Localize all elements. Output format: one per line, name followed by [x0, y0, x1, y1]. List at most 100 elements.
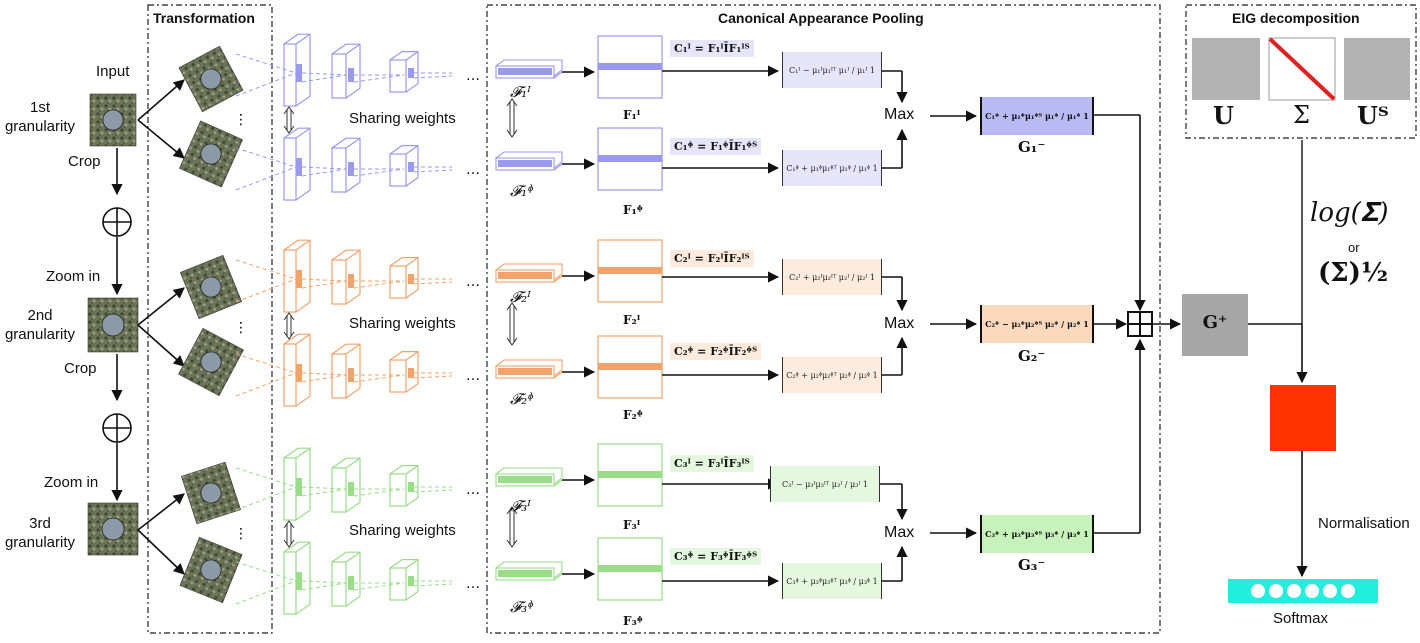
zoom-2-label: Zoom in [44, 474, 99, 491]
cnn-stream-2-bottom-block-1-edge [295, 333, 311, 345]
double-arrow-icon-feat-1-down [506, 129, 518, 138]
double-arrow-icon-cnn-1-up [283, 106, 295, 115]
cnn-stream-2-bottom-kernel-3 [408, 368, 414, 378]
matrix-box-1-top-band [598, 63, 662, 70]
max-label-2: Max [884, 315, 915, 332]
feature-block-3-top-edge [553, 479, 563, 487]
cnn-stream-2-top-proj-0 [235, 259, 297, 280]
feature-map-2-top-label: 𝓕₂ᴵ [510, 288, 531, 306]
gplus-label: G⁺ [1202, 312, 1228, 333]
vertical-ellipsis-3: ⋮ [234, 526, 248, 542]
cnn-stream-1-bottom-block-3-edge [405, 145, 419, 155]
cnn-stream-1-top-proj-7 [413, 75, 453, 79]
cnn-stream-3-bottom-proj-2 [301, 580, 347, 584]
feature-map-3-bottom-label: 𝓕₃ᶲ [510, 598, 535, 616]
cnn-stream-3-top-proj-1 [235, 486, 297, 511]
cnn-stream-2-top-kernel-1 [296, 270, 302, 288]
double-arrow-icon-feat-3-down [506, 539, 518, 548]
cnn-stream-1-bottom-proj-5 [353, 168, 405, 177]
cnn-stream-2-bottom-block-2 [331, 343, 361, 399]
cnn-stream-3-bottom-kernel-1 [296, 572, 302, 590]
transformation-title: Transformation [153, 10, 255, 26]
matrix-box-2-top-band [598, 267, 662, 274]
sharing-weights-label-1: Sharing weights [349, 110, 456, 127]
feature-map-1-top-label: 𝓕₁ᴵ [510, 83, 531, 101]
double-arrow-icon-cnn-2-up [283, 312, 295, 321]
cnn-stream-3-top-block-2 [331, 457, 361, 513]
gaussian-matrix-2-bottom: C₂ᶲ + μ₂ᶲμ₂ᶲᵀ μ₂ᶲ / μ₂ᶲ 1 [782, 357, 882, 393]
cnn-stream-1-top-kernel-2 [348, 68, 354, 82]
rotated-thumb-3-bottom-dome [200, 559, 222, 581]
feature-block-1-top-edge [553, 71, 563, 79]
rotated-thumb-2-top-dome [200, 276, 222, 298]
g-matrix-1: C₁ᶲ + μ₁ᶲμ₁ᶲᵀ μ₁ᶲ / μ₁ᶲ 1 [980, 97, 1094, 135]
feature-map-2-bottom-label: 𝓕₂ᶲ [510, 390, 535, 408]
cnn-stream-1-bottom-block-2 [331, 137, 361, 193]
cnn-stream-2-bottom-proj-2 [301, 372, 347, 376]
matrix-box-2-bottom-band [598, 363, 662, 370]
cnn-stream-3-top-block-2-edge [345, 457, 361, 469]
vertical-ellipsis-2: ⋮ [234, 320, 248, 336]
sharing-weights-label-3: Sharing weights [349, 522, 456, 539]
rotated-thumb-3-top [181, 461, 241, 525]
feature-map-3-top-label: 𝓕₃ᴵ [510, 497, 531, 515]
input-thumb-2-dome [101, 313, 125, 337]
double-arrow-icon-feat-2-down [506, 337, 518, 346]
cnn-stream-2-top-proj-7 [413, 281, 453, 285]
eig-u-block [1192, 38, 1260, 100]
rotated-thumb-1-top [178, 45, 244, 113]
fc-layer-box [1270, 385, 1336, 451]
transformation-panel [147, 4, 273, 634]
sqrt-sigma-label: (𝚺)½ [1318, 258, 1389, 288]
cnn-stream-3-top-block-1-edge [295, 447, 311, 459]
arrow-transform-3-bottom [137, 529, 185, 575]
cnn-stream-1-top-block-2 [331, 43, 361, 99]
rotated-thumb-3-bottom [179, 536, 243, 604]
cnn-stream-3-bottom-proj-1 [235, 580, 297, 605]
matrix-box-3-bottom-band [598, 565, 662, 572]
rotated-thumb-1-top-dome [200, 68, 222, 90]
eig-sigma-diagonal [1268, 37, 1336, 101]
cnn-stream-2-bottom-kernel-2 [348, 368, 354, 382]
gplus-box [1182, 294, 1248, 356]
gaussian-matrix-3-top: C₃ᴵ − μ₃ᴵμ₃ᴵᵀ μ₃ᴵ / μ₃ᴵ 1 [770, 466, 880, 502]
feature-block-3-top-fill [498, 476, 552, 483]
cnn-stream-1-bottom-kernel-2 [348, 162, 354, 176]
cnn-stream-1-top-kernel-3 [408, 68, 414, 78]
cnn-stream-2-top-block-1-edge [295, 239, 311, 251]
covariance-eq-1-top: C₁ᴵ = F₁ᴵĪF₁ᴵᵀ [670, 40, 754, 57]
cnn-stream-2-top-proj-1 [235, 278, 297, 303]
max-label-1: Max [884, 106, 915, 123]
cnn-stream-1-top-proj-0 [235, 53, 297, 74]
cnn-stream-2-top-kernel-2 [348, 274, 354, 288]
cnn-stream-3-top-kernel-1 [296, 478, 302, 496]
softmax-node-1 [1251, 584, 1265, 598]
vertical-ellipsis-1: ⋮ [234, 112, 248, 128]
double-arrow-icon-cnn-1-down [283, 125, 295, 134]
pooling-panel [486, 4, 1161, 634]
cnn-stream-2-bottom-proj-0 [235, 353, 297, 374]
crop-2-label: Crop [64, 360, 97, 377]
cnn-stream-1-bottom-kernel-3 [408, 162, 414, 172]
sharing-weights-label-2: Sharing weights [349, 315, 456, 332]
double-arrow-icon-cnn-2-down [283, 331, 295, 340]
cnn-stream-3-top-proj-3 [301, 488, 347, 497]
log-sigma-label: log(𝚺) [1310, 198, 1389, 228]
cnn-stream-3-bottom-block-1-edge [295, 541, 311, 553]
cnn-stream-2-top-block-2 [331, 249, 361, 305]
cnn-stream-2-top-block-2-edge [345, 249, 361, 261]
cnn-stream-2-top-proj-3 [301, 280, 347, 289]
cnn-stream-3-bottom-block-3-edge [405, 559, 419, 569]
cnn-stream-2-top-proj-5 [353, 280, 405, 289]
rotated-thumb-1-bottom-dome [200, 143, 222, 165]
rotated-thumb-1-bottom [179, 120, 243, 188]
cnn-stream-3-top-ellipsis: … [466, 482, 480, 498]
gaussian-matrix-1-bottom: C₁ᶲ + μ₁ᶲμ₁ᶲᵀ μ₁ᶲ / μ₁ᶲ 1 [782, 150, 882, 186]
max-label-3: Max [884, 524, 915, 541]
softmax-label: Softmax [1273, 610, 1329, 627]
input-thumb-2 [87, 297, 139, 353]
covariance-eq-3-top: C₃ᴵ = F₃ᴵĪF₃ᴵᵀ [670, 455, 754, 472]
rotated-thumb-2-top [179, 254, 243, 320]
cnn-stream-2-top-block-3-edge [405, 257, 419, 267]
